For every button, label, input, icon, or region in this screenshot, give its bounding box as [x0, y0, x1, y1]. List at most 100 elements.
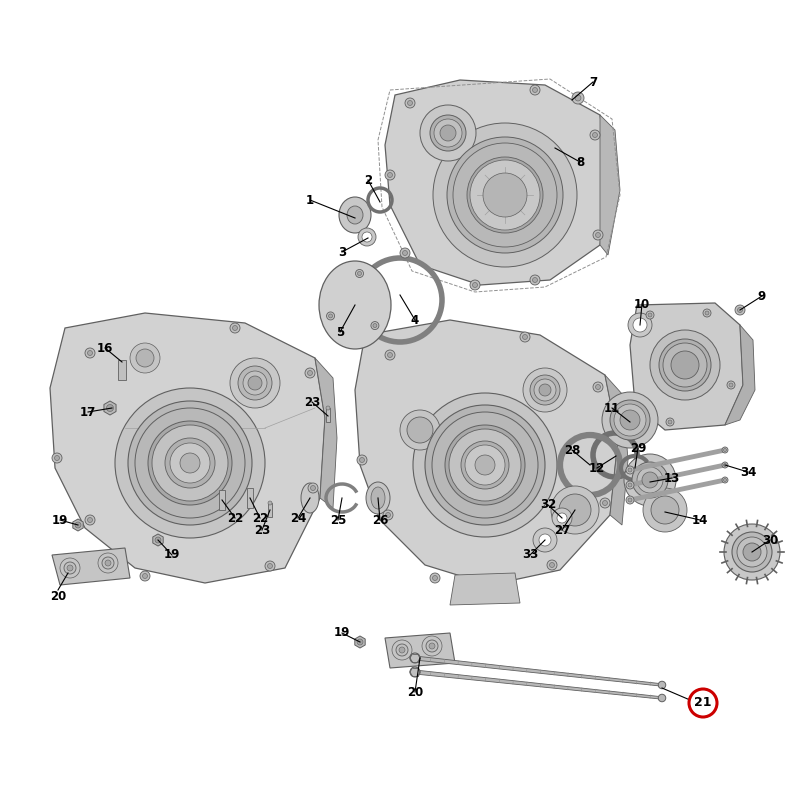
Circle shape — [67, 565, 73, 571]
Circle shape — [663, 343, 707, 387]
Circle shape — [265, 561, 275, 571]
Circle shape — [650, 330, 720, 400]
Polygon shape — [50, 313, 325, 583]
Circle shape — [651, 496, 679, 524]
Circle shape — [355, 270, 363, 278]
Circle shape — [105, 560, 111, 566]
Circle shape — [310, 486, 315, 490]
Circle shape — [85, 348, 95, 358]
Circle shape — [668, 420, 672, 424]
Circle shape — [461, 441, 509, 489]
Circle shape — [52, 453, 62, 463]
Circle shape — [590, 130, 600, 140]
Circle shape — [248, 376, 262, 390]
Text: 34: 34 — [740, 466, 756, 478]
Polygon shape — [385, 633, 455, 668]
Circle shape — [140, 571, 150, 581]
Circle shape — [593, 382, 603, 392]
Text: 13: 13 — [664, 471, 680, 485]
Circle shape — [628, 468, 632, 472]
Circle shape — [180, 453, 200, 473]
Circle shape — [628, 498, 632, 502]
Circle shape — [440, 125, 456, 141]
Text: 7: 7 — [589, 75, 597, 89]
Text: 33: 33 — [522, 549, 538, 562]
Circle shape — [732, 532, 772, 572]
Circle shape — [689, 689, 717, 717]
Text: 19: 19 — [164, 549, 180, 562]
Circle shape — [705, 311, 709, 315]
Text: 17: 17 — [80, 406, 96, 418]
Text: 28: 28 — [564, 443, 580, 457]
Text: 5: 5 — [336, 326, 344, 338]
Text: 25: 25 — [330, 514, 346, 526]
Circle shape — [522, 334, 527, 339]
Text: 23: 23 — [254, 523, 270, 537]
Polygon shape — [385, 80, 608, 285]
Circle shape — [552, 508, 572, 528]
Circle shape — [632, 462, 668, 498]
Bar — [118, 360, 126, 380]
Circle shape — [530, 275, 540, 285]
Circle shape — [155, 537, 161, 543]
Text: 21: 21 — [694, 697, 712, 710]
Ellipse shape — [347, 206, 363, 224]
Circle shape — [357, 639, 363, 645]
Circle shape — [399, 647, 405, 653]
Circle shape — [305, 368, 315, 378]
Text: 8: 8 — [576, 155, 584, 169]
Text: 19: 19 — [52, 514, 68, 526]
Circle shape — [165, 438, 215, 488]
Circle shape — [400, 248, 410, 258]
Circle shape — [593, 133, 598, 138]
Text: 14: 14 — [692, 514, 708, 526]
Circle shape — [410, 667, 420, 677]
Circle shape — [115, 388, 265, 538]
Circle shape — [135, 408, 245, 518]
Text: 3: 3 — [338, 246, 346, 258]
Circle shape — [595, 385, 601, 390]
Text: 16: 16 — [97, 342, 113, 354]
Text: 22: 22 — [252, 511, 268, 525]
Ellipse shape — [301, 483, 319, 513]
Circle shape — [520, 332, 530, 342]
Circle shape — [465, 445, 505, 485]
Circle shape — [595, 233, 601, 238]
Circle shape — [475, 455, 495, 475]
Circle shape — [170, 443, 210, 483]
Ellipse shape — [339, 197, 371, 233]
Text: 9: 9 — [758, 290, 766, 302]
Text: 30: 30 — [762, 534, 778, 546]
Circle shape — [268, 501, 272, 505]
Circle shape — [386, 513, 390, 518]
Circle shape — [433, 123, 577, 267]
Circle shape — [407, 417, 433, 443]
Circle shape — [402, 250, 407, 255]
Text: 32: 32 — [540, 498, 556, 511]
Circle shape — [449, 429, 521, 501]
Circle shape — [371, 322, 379, 330]
Circle shape — [659, 339, 711, 391]
Circle shape — [727, 381, 735, 389]
Polygon shape — [104, 401, 116, 415]
Bar — [247, 488, 253, 508]
Circle shape — [102, 557, 114, 569]
Circle shape — [433, 575, 438, 581]
Circle shape — [575, 95, 581, 101]
Circle shape — [593, 230, 603, 240]
Circle shape — [430, 573, 440, 583]
Circle shape — [357, 455, 367, 465]
Polygon shape — [600, 115, 620, 255]
Circle shape — [233, 326, 238, 330]
Circle shape — [743, 543, 761, 561]
Bar — [268, 503, 272, 517]
Circle shape — [230, 358, 280, 408]
Circle shape — [326, 406, 330, 410]
Circle shape — [737, 537, 767, 567]
Circle shape — [359, 458, 365, 462]
Circle shape — [533, 87, 538, 93]
Polygon shape — [153, 534, 163, 546]
Polygon shape — [52, 548, 130, 585]
Circle shape — [445, 425, 525, 505]
Circle shape — [106, 405, 114, 411]
